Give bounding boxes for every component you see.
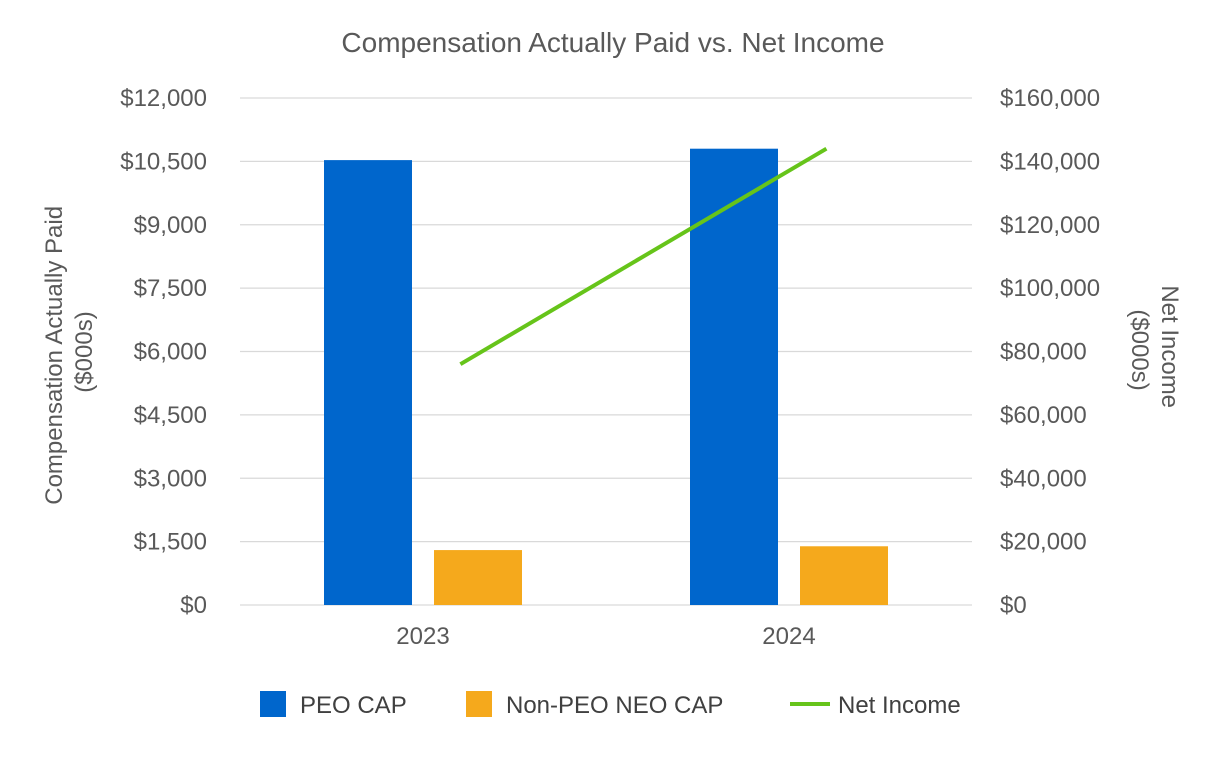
left-tick-label: $12,000 (120, 85, 207, 112)
right-axis-title-line-2: ($000s) (1126, 309, 1153, 390)
legend-label: Non-PEO NEO CAP (506, 692, 723, 719)
bar-non-peo-neo-cap (800, 546, 888, 605)
legend-label: PEO CAP (300, 692, 407, 719)
left-tick-label: $10,500 (120, 148, 207, 175)
left-axis-title-line-2: ($000s) (71, 311, 98, 392)
left-tick-label: $4,500 (134, 402, 207, 429)
x-tick-label: 2023 (396, 623, 449, 650)
legend-swatch-non-peo-neo-cap (466, 691, 492, 717)
right-tick-label: $0 (1000, 592, 1027, 619)
right-axis-title-line-1: Net Income (1156, 285, 1183, 408)
left-tick-label: $6,000 (134, 339, 207, 366)
right-tick-label: $120,000 (1000, 212, 1100, 239)
bars (324, 148, 888, 606)
x-axis-tick-labels: 2023 2024 (396, 623, 815, 650)
bar-peo-cap (324, 160, 412, 606)
left-axis-title-line-1: Compensation Actually Paid (41, 206, 68, 505)
net-income-line (459, 146, 828, 366)
left-axis-ticks: $0 $1,500 $3,000 $4,500 $6,000 $7,500 $9,000 $1… (120, 85, 207, 619)
right-tick-label: $100,000 (1000, 275, 1100, 302)
right-tick-label: $20,000 (1000, 529, 1087, 556)
legend-label: Net Income (838, 692, 961, 719)
left-axis-title: Compensation Actually Paid ($000s) (41, 199, 98, 505)
bar-peo-cap (690, 148, 778, 605)
right-tick-label: $60,000 (1000, 402, 1087, 429)
left-tick-label: $9,000 (134, 212, 207, 239)
legend-swatch-peo-cap (260, 691, 286, 717)
chart-title: Compensation Actually Paid vs. Net Incom… (341, 27, 884, 58)
left-tick-label: $3,000 (134, 465, 207, 492)
left-tick-label: $1,500 (134, 529, 207, 556)
right-tick-label: $80,000 (1000, 339, 1087, 366)
line-net-income (459, 146, 828, 366)
left-tick-label: $7,500 (134, 275, 207, 302)
right-axis-title: Net Income ($000s) (1126, 285, 1183, 414)
bar-non-peo-neo-cap (434, 550, 522, 605)
right-axis-ticks: $0 $20,000 $40,000 $60,000 $80,000 $100,000 $1… (1000, 85, 1100, 619)
x-tick-label: 2024 (762, 623, 815, 650)
right-tick-label: $160,000 (1000, 85, 1100, 112)
legend: PEO CAP Non-PEO NEO CAP Net Income (260, 691, 961, 719)
left-tick-label: $0 (180, 592, 207, 619)
right-tick-label: $40,000 (1000, 465, 1087, 492)
right-tick-label: $140,000 (1000, 148, 1100, 175)
